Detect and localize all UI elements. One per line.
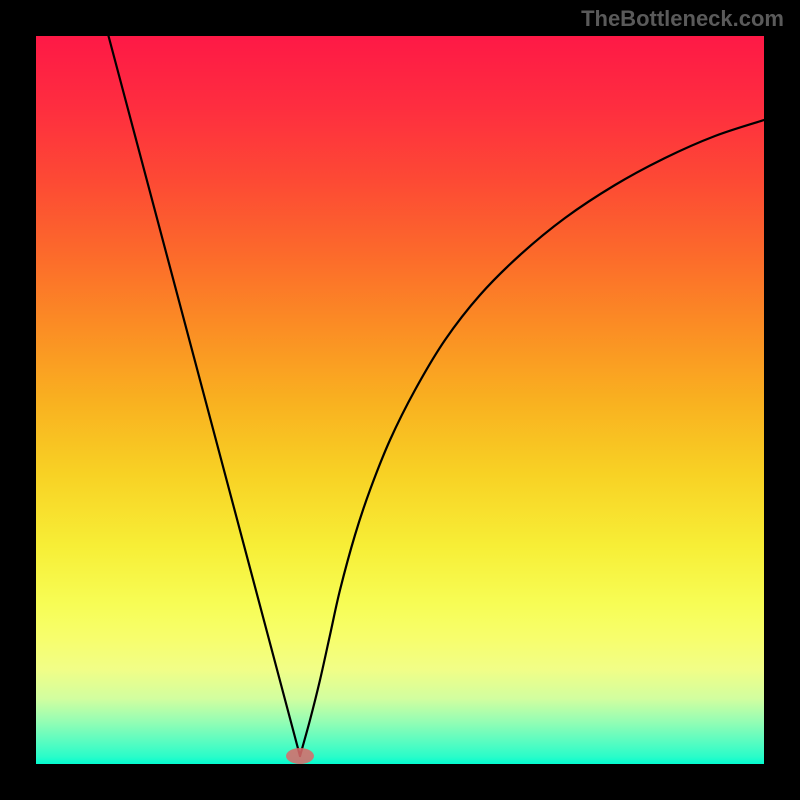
- chart-svg: [0, 0, 800, 800]
- chart-container: [0, 0, 800, 800]
- plot-background: [36, 36, 764, 764]
- watermark-text: TheBottleneck.com: [581, 6, 784, 32]
- minimum-marker: [286, 748, 314, 764]
